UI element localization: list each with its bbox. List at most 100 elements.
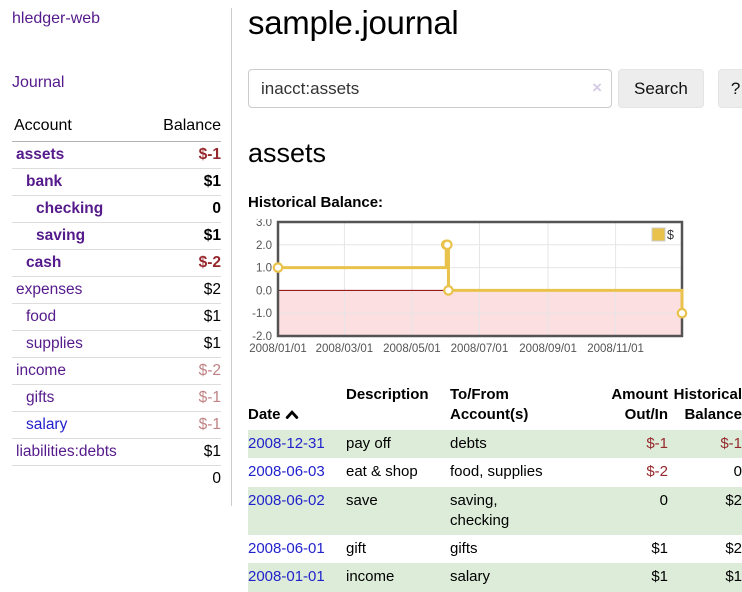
x-tick-label: 2008/03/01 (316, 343, 374, 355)
search-button[interactable]: Search (618, 69, 704, 108)
account-row: assets $-1 (12, 141, 221, 169)
register-date-cell: 2008-06-01 (248, 535, 346, 563)
account-link[interactable]: supplies (26, 335, 83, 352)
date-link[interactable]: 2008-12-31 (248, 435, 325, 452)
help-button[interactable]: ? (717, 69, 742, 108)
register-amount-cell: $1 (651, 568, 668, 586)
account-row: bank $1 (12, 168, 221, 196)
register-header-row: Date Description To/From Account(s) Amou… (248, 383, 742, 430)
account-link[interactable]: bank (26, 173, 63, 190)
account-link[interactable]: liabilities:debts (16, 443, 117, 460)
accounts-total-value: 0 (145, 465, 221, 492)
account-balance: $2 (145, 276, 221, 304)
x-tick-label: 2008/01/01 (249, 343, 307, 355)
register-header-description: Description (346, 386, 429, 403)
register-amount-cell: 0 (659, 491, 668, 509)
account-balance: $1 (145, 303, 221, 331)
account-balance: $1 (145, 330, 221, 358)
register-accounts-cell: salary (450, 568, 491, 586)
register-tbody: 2008-12-31 pay off debts $-1 $-1 2008-06-03 ea… (248, 430, 742, 592)
account-row: supplies $1 (12, 330, 221, 358)
chart-point (442, 239, 453, 251)
account-link[interactable]: assets (16, 146, 65, 163)
chart-legend-label: $ (667, 228, 674, 242)
x-tick-label: 2008/05/01 (383, 343, 441, 355)
register-amount-cell: $-2 (646, 463, 668, 481)
register-header-accounts: To/From Account(s) (450, 386, 529, 423)
chart-point (443, 285, 454, 296)
account-heading: assets (248, 138, 327, 168)
register-row: 2008-06-03 eat & shop food, supplies $-2 0 (248, 458, 742, 486)
account-link[interactable]: salary (26, 416, 68, 433)
y-tick-label: 1.0 (256, 263, 272, 275)
account-balance: $1 (145, 222, 221, 250)
register-balance-cell: $2 (725, 491, 742, 509)
accounts-tbody: assets $-1 bank $1 checking 0 saving $1 cash $-2 e… (12, 141, 221, 466)
y-tick-label: 2.0 (256, 240, 272, 252)
x-tick-label: 2008/11/01 (587, 343, 644, 355)
register-accounts-cell: food, supplies (450, 463, 543, 481)
register-header-date[interactable]: Date (248, 383, 346, 430)
account-link[interactable]: food (26, 308, 57, 325)
account-row: cash $-2 (12, 249, 221, 277)
register-row: 2008-12-31 pay off debts $-1 $-1 (248, 430, 742, 459)
sidebar: hledger-web Journal Account Balance asse… (10, 8, 232, 506)
x-tick-label: 2008/07/01 (451, 343, 509, 355)
register-row: 2008-06-01 gift gifts $1 $2 (248, 535, 742, 563)
y-tick-label: 0.0 (256, 285, 272, 297)
chart-legend-swatch (651, 227, 666, 242)
account-link[interactable]: gifts (26, 389, 55, 406)
register-date-cell: 2008-06-02 (248, 487, 346, 536)
accounts-table: Account Balance assets $-1 bank $1 checking 0… (12, 114, 221, 492)
chart-title: Historical Balance: (248, 194, 384, 211)
accounts-header-balance: Balance (145, 114, 221, 142)
register-accounts-cell: debts (450, 435, 487, 452)
register-balance-cell: 0 (733, 463, 742, 481)
register-date-cell: 2008-12-31 (248, 430, 346, 458)
account-balance: $-2 (145, 357, 221, 385)
sort-asc-icon (285, 409, 298, 419)
accounts-header-row: Account Balance (12, 114, 221, 142)
date-link[interactable]: 2008-06-03 (248, 463, 325, 481)
date-link[interactable]: 2008-06-01 (248, 540, 325, 557)
register-balance-cell: $1 (725, 568, 742, 586)
x-tick-label: 2008/09/01 (519, 343, 577, 355)
register-date-cell: 2008-01-01 (248, 563, 346, 591)
chart-point (272, 262, 284, 273)
search-form: × Search ? (248, 69, 742, 108)
account-row: gifts $-1 (12, 384, 221, 412)
date-link[interactable]: 2008-01-01 (248, 568, 325, 586)
account-balance: $1 (145, 168, 221, 196)
account-row: checking 0 (12, 195, 221, 223)
account-link[interactable]: saving (36, 227, 86, 244)
account-link[interactable]: income (16, 362, 66, 379)
register-table: Date Description To/From Account(s) Amou… (248, 383, 742, 592)
account-row: expenses $2 (12, 276, 221, 304)
page-title: sample.journal (248, 4, 459, 41)
register-accounts-cell: gifts (450, 540, 478, 557)
search-input[interactable] (248, 69, 612, 108)
register-accounts-cell: saving, checking (450, 491, 510, 529)
register-description-cell: save (346, 491, 378, 509)
register-header-amount: Amount Out/In (611, 386, 668, 423)
account-link[interactable]: checking (36, 200, 104, 217)
clear-search-icon[interactable]: × (592, 78, 602, 97)
y-tick-label: -2.0 (252, 331, 272, 343)
account-row: liabilities:debts $1 (12, 438, 221, 466)
account-balance: $1 (145, 438, 221, 466)
register-balance-cell: $2 (725, 540, 742, 557)
accounts-total-row: 0 (12, 465, 221, 492)
register-description-cell: eat & shop (346, 463, 418, 481)
sidebar-item-journal[interactable]: Journal (12, 74, 65, 91)
register-row: 2008-01-01 income salary $1 $1 (248, 563, 742, 592)
app-title-link[interactable]: hledger-web (12, 10, 101, 27)
register-amount-cell: $-1 (646, 435, 668, 452)
register-description-cell: income (346, 568, 395, 586)
account-link[interactable]: cash (26, 254, 62, 271)
register-row: 2008-06-02 save saving, checking 0 $2 (248, 486, 742, 536)
accounts-header-account: Account (12, 114, 146, 142)
date-link[interactable]: 2008-06-02 (248, 491, 325, 509)
account-link[interactable]: expenses (16, 281, 83, 298)
register-header-balance: Historical Balance (673, 386, 742, 423)
